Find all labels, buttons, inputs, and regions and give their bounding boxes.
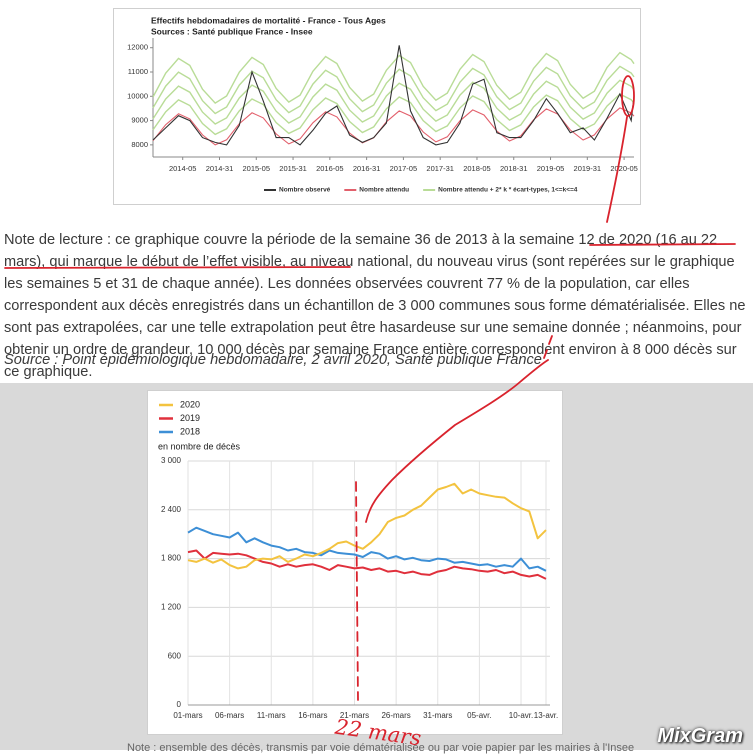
x-tick-label: 06-mars — [215, 711, 244, 720]
legend-label: 2018 — [180, 426, 200, 436]
x-tick-label: 2016-05 — [316, 164, 344, 173]
chart-subtitle: Sources : Santé publique France - Insee — [151, 26, 313, 36]
footnote: Note : ensemble des décès, transmis par … — [127, 742, 635, 754]
chart-title: Effectifs hebdomadaires de mortalité - F… — [151, 15, 386, 25]
x-tick-label: 16-mars — [298, 711, 327, 720]
series-line — [152, 65, 635, 115]
series-line — [187, 526, 547, 572]
series-line — [152, 93, 635, 136]
legend-label: Nombre attendu + 2* k * écart-types, 1<=… — [438, 187, 578, 194]
y-tick-label: 3 000 — [161, 456, 182, 465]
deaths-chart: en nombre de décès 0 600 1 200 1 800 2 400 3 … — [147, 390, 563, 735]
x-tick-label: 2015-31 — [279, 164, 307, 173]
x-tick-label: 2017-05 — [390, 164, 418, 173]
x-tick-label: 10-avr. — [509, 711, 533, 720]
y-tick-label: 12000 — [127, 43, 148, 52]
x-tick-label: 13-avr. — [534, 711, 558, 720]
series-line — [152, 45, 635, 146]
y-tick-label: 10000 — [127, 91, 148, 100]
y-tick-label: 1 800 — [161, 554, 182, 563]
legend-label: 2019 — [180, 413, 200, 423]
watermark: MixGram — [657, 725, 743, 747]
x-tick-label: 31-mars — [423, 711, 452, 720]
x-tick-label: 2020-05 — [610, 164, 638, 173]
x-tick-label: 01-mars — [173, 711, 202, 720]
x-tick-label: 2018-05 — [463, 164, 491, 173]
series-line — [152, 79, 635, 125]
source: Source : Point épidémiologique hebdomada… — [4, 352, 542, 368]
y-tick-label: 600 — [168, 651, 182, 660]
x-tick-label: 2018-31 — [500, 164, 528, 173]
x-tick-label: 26-mars — [381, 711, 410, 720]
series-line — [187, 482, 547, 570]
x-tick-label: 2017-31 — [426, 164, 454, 173]
x-tick-label: 21-mars — [340, 711, 369, 720]
series-line — [152, 51, 635, 105]
y-tick-label: 8000 — [131, 140, 148, 149]
reading-note: Note de lecture : ce graphique couvre la… — [4, 232, 746, 380]
x-tick-label: 11-mars — [257, 711, 286, 720]
y-tick-label: 0 — [177, 700, 182, 709]
series-line — [187, 549, 547, 580]
legend-label: 2020 — [180, 399, 200, 409]
x-tick-label: 2016-31 — [353, 164, 381, 173]
y-tick-label: 11000 — [128, 67, 148, 76]
y-axis-title: en nombre de décès — [158, 441, 241, 451]
x-tick-label: 2019-31 — [574, 164, 602, 173]
y-tick-label: 2 400 — [161, 505, 182, 514]
series-line — [152, 107, 635, 146]
x-tick-label: 05-avr. — [467, 711, 491, 720]
x-tick-label: 2015-05 — [243, 164, 271, 173]
x-tick-label: 2014-31 — [206, 164, 234, 173]
legend-label: Nombre observé — [279, 187, 331, 194]
y-tick-label: 9000 — [131, 116, 148, 125]
y-tick-label: 1 200 — [161, 603, 182, 612]
x-tick-label: 2014-05 — [169, 164, 197, 173]
x-tick-label: 2019-05 — [537, 164, 565, 173]
mortality-chart: Effectifs hebdomadaires de mortalité - F… — [113, 8, 641, 205]
legend-label: Nombre attendu — [359, 187, 409, 194]
